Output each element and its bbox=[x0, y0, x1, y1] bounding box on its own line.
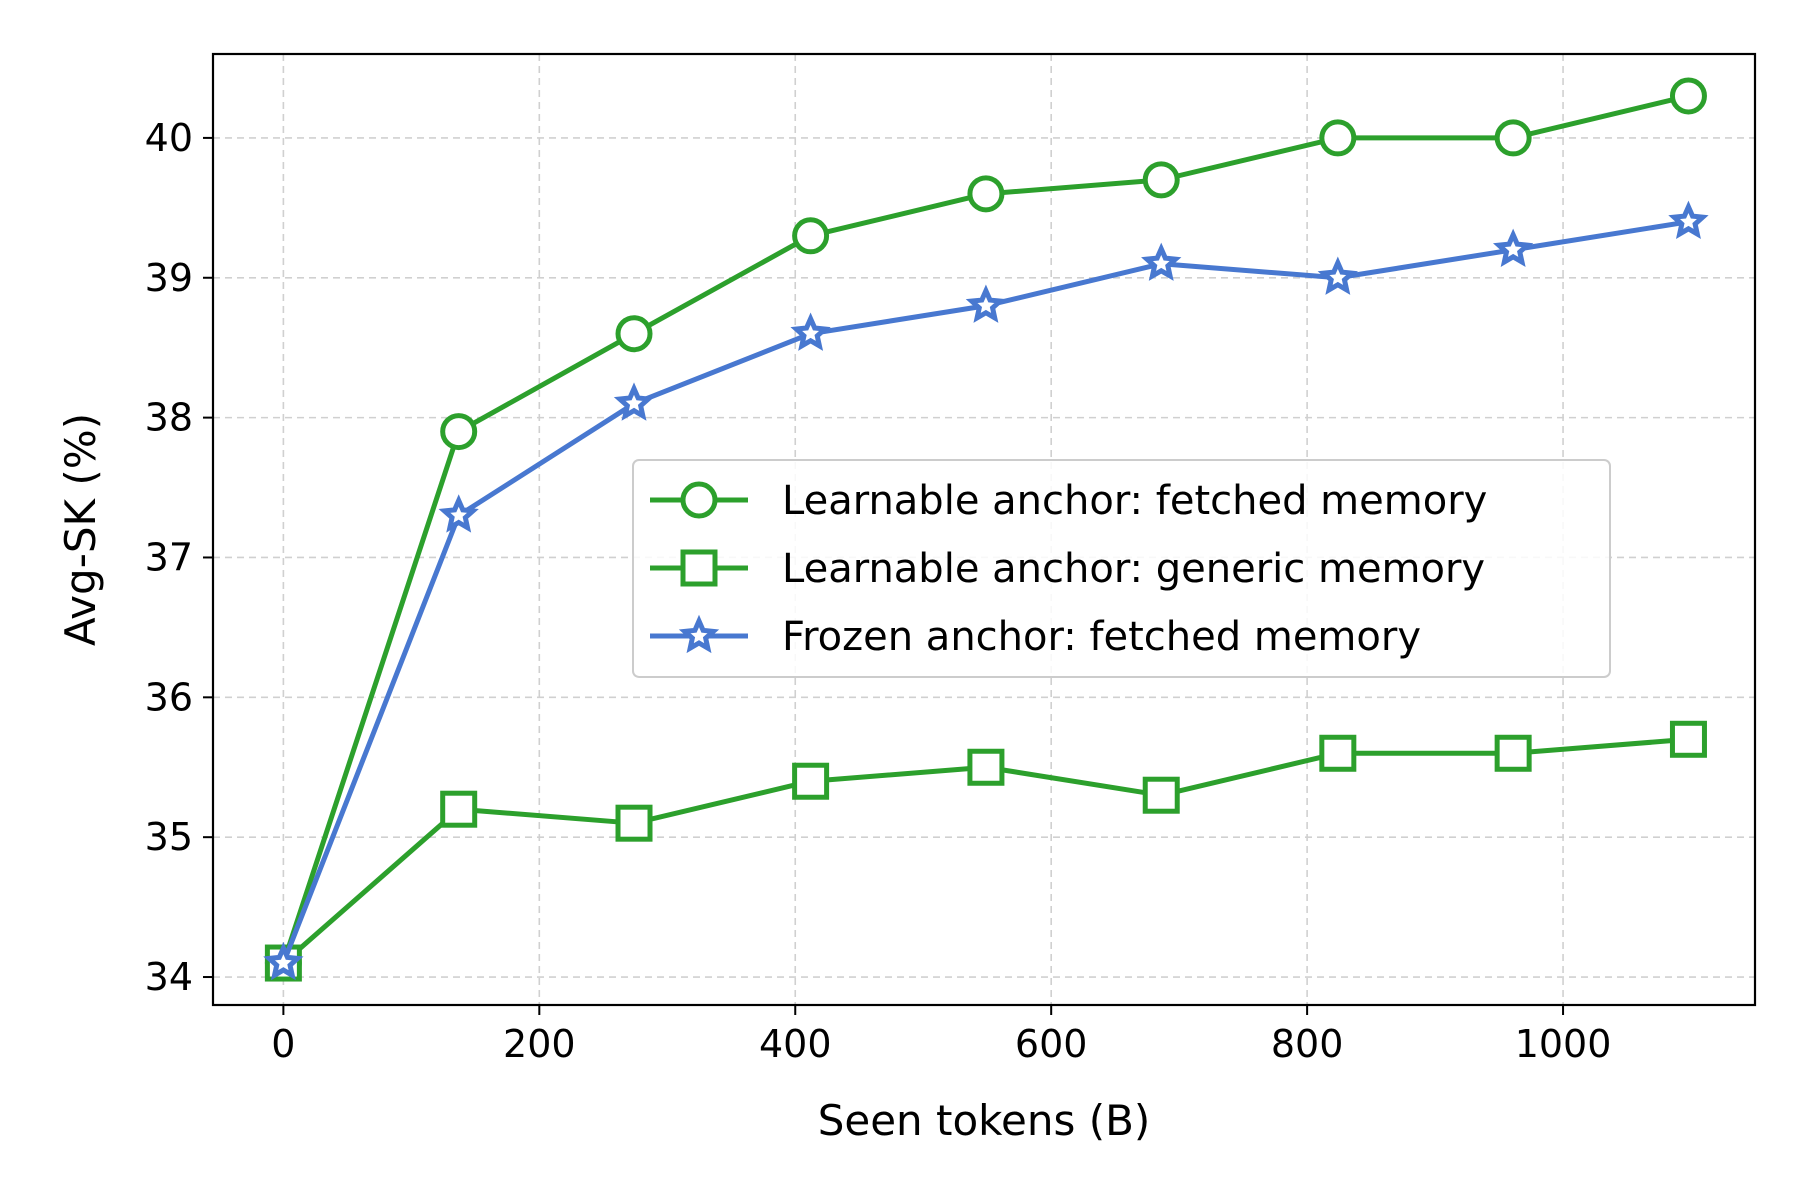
data-point bbox=[1669, 720, 1707, 758]
legend-label: Frozen anchor: fetched memory bbox=[782, 614, 1421, 660]
x-tick-label: 200 bbox=[503, 1022, 576, 1066]
y-tick-label: 39 bbox=[145, 256, 193, 300]
series-layer bbox=[263, 77, 1709, 982]
data-point bbox=[1494, 734, 1532, 772]
data-point bbox=[1668, 200, 1709, 239]
data-point bbox=[440, 790, 478, 828]
data-point bbox=[1141, 242, 1182, 281]
y-tick-label: 35 bbox=[145, 815, 193, 859]
x-axis-title: Seen tokens (B) bbox=[818, 1096, 1151, 1145]
y-tick-label: 34 bbox=[145, 955, 193, 999]
data-point bbox=[1142, 161, 1180, 199]
x-tick-label: 400 bbox=[759, 1022, 832, 1066]
data-point bbox=[1669, 77, 1707, 115]
x-tick-label: 0 bbox=[271, 1022, 295, 1066]
data-point bbox=[1492, 228, 1534, 267]
data-point bbox=[967, 748, 1005, 786]
data-point bbox=[615, 315, 653, 353]
data-point bbox=[1317, 256, 1358, 295]
legend-marker bbox=[678, 614, 720, 654]
y-tick-label: 40 bbox=[145, 116, 193, 160]
legend-item: Learnable anchor: generic memory bbox=[650, 546, 1485, 592]
legend-label: Learnable anchor: generic memory bbox=[782, 546, 1485, 592]
data-point bbox=[792, 217, 830, 255]
series-3 bbox=[263, 200, 1709, 981]
data-point bbox=[967, 175, 1005, 213]
legend-marker bbox=[680, 549, 718, 587]
data-point bbox=[1142, 776, 1180, 814]
data-point bbox=[1319, 119, 1357, 157]
data-point bbox=[1494, 119, 1532, 157]
series-2 bbox=[264, 720, 1707, 982]
legend-marker bbox=[680, 481, 718, 519]
x-axis: 0 200 400 600 800 1000 bbox=[271, 1005, 1611, 1066]
data-point bbox=[438, 494, 479, 533]
y-axis: 34 35 36 37 38 39 40 bbox=[145, 116, 213, 999]
data-point bbox=[792, 762, 830, 800]
legend-item: Frozen anchor: fetched memory bbox=[650, 614, 1421, 660]
x-tick-label: 1000 bbox=[1515, 1022, 1612, 1066]
data-point bbox=[440, 413, 478, 451]
plot-area-frame bbox=[211, 52, 1757, 1007]
legend-label: Learnable anchor: fetched memory bbox=[782, 478, 1487, 524]
data-point bbox=[965, 284, 1007, 323]
y-tick-label: 37 bbox=[145, 535, 193, 579]
y-axis-title: Avg-SK (%) bbox=[56, 413, 105, 646]
data-point bbox=[263, 941, 304, 981]
grid bbox=[213, 54, 1755, 1005]
data-point bbox=[790, 312, 831, 351]
data-point bbox=[615, 804, 653, 842]
legend: Learnable anchor: fetched memory Learnabl… bbox=[632, 459, 1611, 678]
y-tick-label: 38 bbox=[145, 396, 193, 440]
x-tick-label: 600 bbox=[1015, 1022, 1088, 1066]
data-point bbox=[613, 382, 655, 421]
data-point bbox=[1319, 734, 1357, 772]
x-tick-label: 800 bbox=[1271, 1022, 1344, 1066]
legend-item: Learnable anchor: fetched memory bbox=[650, 478, 1487, 524]
legend-box bbox=[632, 459, 1611, 678]
y-tick-label: 36 bbox=[145, 675, 193, 719]
